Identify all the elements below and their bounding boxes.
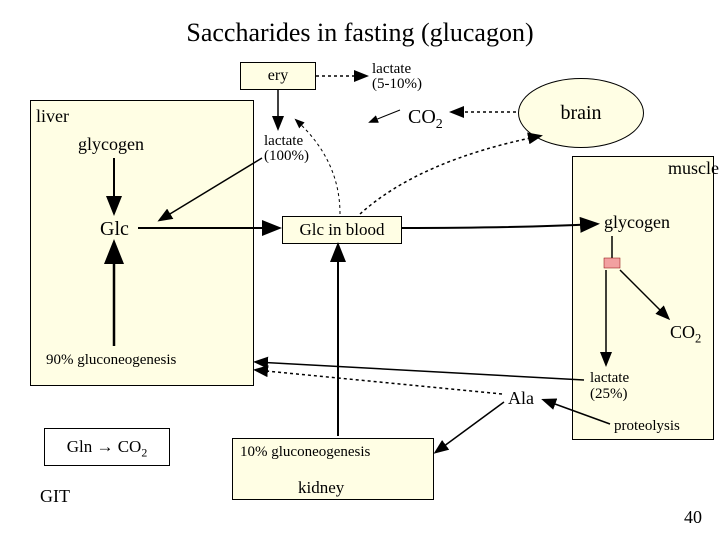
- slide-number: 40: [684, 507, 702, 528]
- brain-label: brain: [560, 102, 601, 125]
- gln-text: Gln: [67, 437, 97, 456]
- lactate-top-line2: (5-10%): [372, 76, 422, 92]
- ala-label: Ala: [508, 388, 534, 409]
- liver-glc-label: Glc: [100, 218, 129, 241]
- muscle-co2-label: CO2: [670, 322, 701, 347]
- muscle-glycogen-label: glycogen: [604, 212, 670, 233]
- lactate-25-line1: lactate: [590, 370, 629, 386]
- liver-label: liver: [36, 106, 69, 127]
- lactate-100-line1: lactate: [264, 133, 303, 149]
- kidney-label: kidney: [298, 478, 344, 498]
- lactate-5-10-label: lactate (5-10%): [372, 62, 422, 92]
- gln-co2-sub: 2: [141, 445, 147, 459]
- gln-co2-text: CO: [113, 437, 141, 456]
- lactate-100-line2: (100%): [264, 148, 309, 164]
- gluconeo-90-label: 90% gluconeogenesis: [46, 352, 176, 369]
- muscle-co2-sub: 2: [695, 332, 701, 346]
- git-label: GIT: [40, 486, 70, 507]
- co2-top-text: CO: [408, 106, 436, 128]
- ery-box: ery: [240, 62, 316, 90]
- lactate-top-line1: lactate: [372, 61, 411, 77]
- muscle-co2-text: CO: [670, 322, 695, 342]
- gluconeo-10-label: 10% gluconeogenesis: [240, 444, 370, 461]
- lactate-25-label: lactate (25%): [590, 370, 629, 402]
- page-title: Saccharides in fasting (glucagon): [0, 18, 720, 48]
- lactate-25-line2: (25%): [590, 386, 628, 402]
- co2-top-label: CO2: [408, 106, 443, 133]
- gln-co2-box: Gln → CO2: [44, 428, 170, 466]
- co2-top-sub: 2: [436, 117, 443, 132]
- lactate-100-label: lactate (100%): [264, 134, 309, 164]
- proteolysis-label: proteolysis: [614, 418, 680, 435]
- gln-arrow-icon: →: [96, 437, 113, 456]
- liver-glycogen-label: glycogen: [78, 134, 144, 155]
- muscle-label: muscle: [668, 158, 719, 179]
- brain-oval: brain: [518, 78, 644, 148]
- glc-in-blood-box: Glc in blood: [282, 216, 402, 244]
